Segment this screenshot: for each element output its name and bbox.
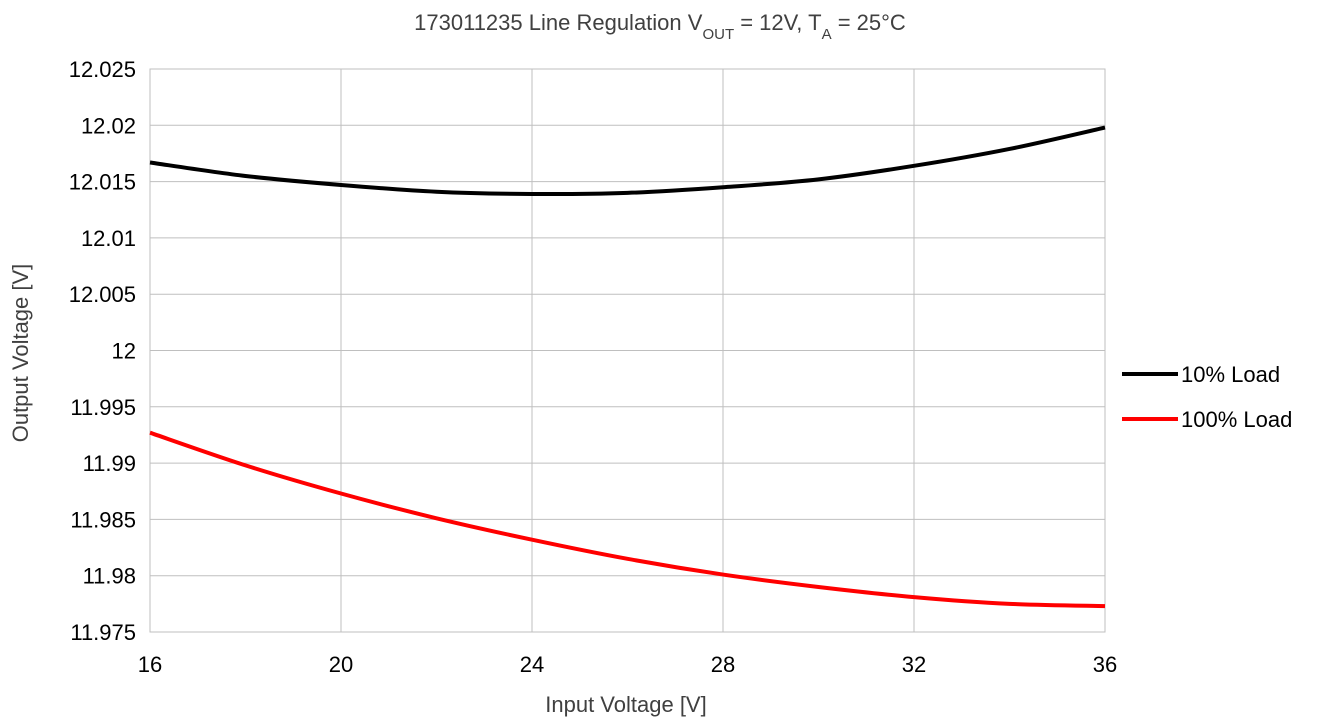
y-tick-label: 11.995 — [70, 395, 136, 420]
chart-title-prefix: 173011235 Line Regulation V — [414, 10, 703, 35]
y-tick-label: 11.975 — [70, 620, 136, 645]
y-tick-label: 12.025 — [69, 57, 136, 82]
chart-title-sub-a: A — [822, 26, 832, 43]
x-tick-label: 16 — [138, 652, 162, 677]
series-line-10-load — [149, 125, 1106, 197]
chart-title-mid: = 12V, T — [734, 10, 821, 35]
legend-label-10-load: 10% Load — [1181, 362, 1280, 387]
y-tick-label: 11.98 — [83, 564, 136, 589]
chart-title-suffix: = 25°C — [832, 10, 906, 35]
y-tick-label: 12.005 — [69, 282, 136, 307]
legend: 10% Load 100% Load — [1122, 362, 1292, 432]
y-axis-label: Output Voltage [V] — [8, 264, 33, 443]
x-tick-label: 20 — [329, 652, 353, 677]
y-tick-label: 11.985 — [70, 507, 136, 532]
series-line-100-load — [149, 430, 1106, 609]
y-tick-label: 12.02 — [81, 113, 136, 138]
chart-title-sub-out: OUT — [702, 26, 734, 43]
y-tick-label: 12 — [112, 339, 136, 364]
x-tick-label: 24 — [520, 652, 544, 677]
x-tick-label: 32 — [902, 652, 926, 677]
series-layer — [149, 125, 1106, 609]
x-tick-label: 28 — [711, 652, 735, 677]
y-tick-label: 11.99 — [83, 451, 136, 476]
grid — [149, 68, 1106, 633]
x-tick-label: 36 — [1093, 652, 1117, 677]
x-axis-label: Input Voltage [V] — [545, 692, 706, 717]
chart-title: 173011235 Line Regulation VOUT = 12V, TA… — [414, 10, 906, 43]
y-tick-label: 12.01 — [81, 226, 136, 251]
legend-label-100-load: 100% Load — [1181, 407, 1292, 432]
y-tick-label: 12.015 — [69, 170, 136, 195]
tick-labels: 11.975 11.98 11.985 11.99 11.995 12 12.005 12.0… — [69, 57, 1118, 677]
